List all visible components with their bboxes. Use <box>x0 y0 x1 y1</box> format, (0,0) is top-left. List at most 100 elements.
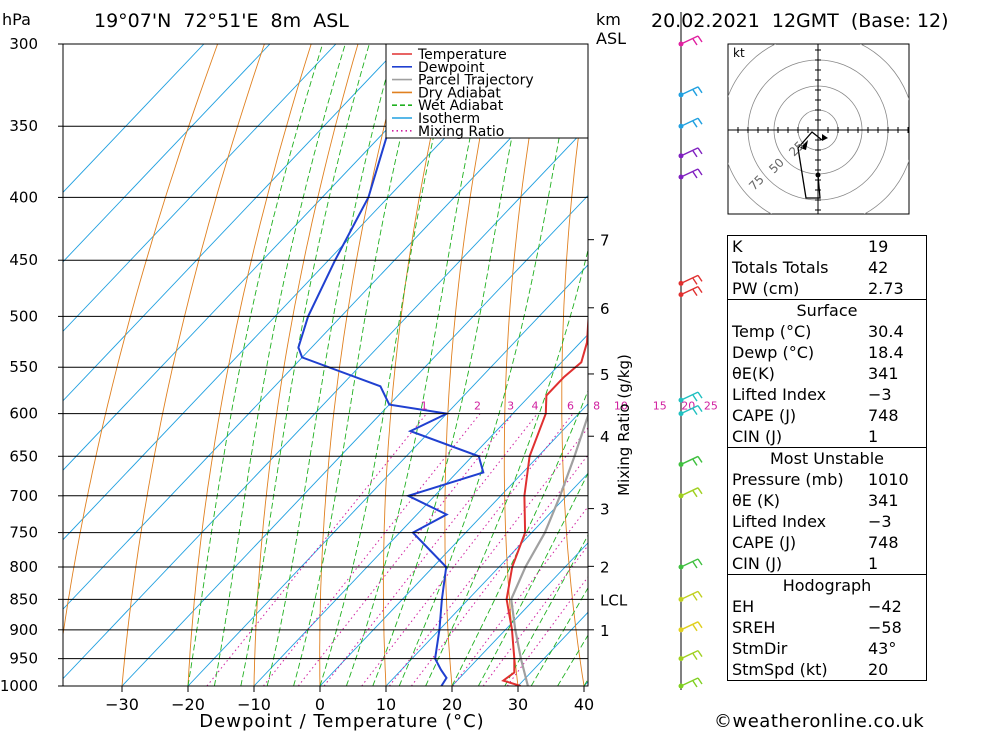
isotherm-line <box>63 44 469 471</box>
wind-barb <box>678 35 703 47</box>
index-row: Dewp (°C) 18.4 <box>728 342 927 363</box>
dry-adiabat-line <box>444 44 499 686</box>
index-value: 2.73 <box>868 279 904 298</box>
index-value: 30.4 <box>868 322 904 341</box>
pressure-tick-label: 950 <box>9 650 38 668</box>
credit-label: ©weatheronline.co.uk <box>714 711 925 732</box>
datetime-label: 20.02.2021 12GMT (Base: 12) <box>651 10 949 32</box>
wet-adiabat-line <box>530 586 588 686</box>
dewpoint-line <box>297 44 485 686</box>
temp-tick-label: 10 <box>376 695 396 714</box>
dry-adiabat-line <box>187 44 312 686</box>
index-row: θE (K) 341 <box>728 490 927 511</box>
isotherm-line <box>63 44 271 263</box>
wind-barb-feather <box>692 593 698 601</box>
index-label: StmDir <box>732 639 788 658</box>
hodograph-inner <box>728 44 909 214</box>
temp-tick-label: −10 <box>237 695 271 714</box>
index-label: CIN (J) <box>732 427 783 446</box>
wind-barb-feather <box>692 171 698 179</box>
wind-barb <box>678 285 703 298</box>
pressure-tick-label: 850 <box>9 590 38 608</box>
wind-barb-staff <box>680 117 699 127</box>
hodograph-trace <box>797 131 823 199</box>
km-tick-label: LCL <box>600 591 628 609</box>
mixing-ratio-tick-label: 6 <box>567 400 574 413</box>
wind-barb <box>678 117 703 129</box>
index-row: CIN (J) 1 <box>728 553 927 575</box>
km-tick-label: 5 <box>600 366 610 384</box>
index-label: Lifted Index <box>732 385 827 404</box>
index-row: Temp (°C) 30.4 <box>728 321 927 342</box>
wind-barb-staff <box>680 168 699 178</box>
wind-barb-feather <box>692 653 698 661</box>
mixing-ratio-axis-title: Mixing Ratio (g/kg) <box>615 354 633 496</box>
dry-adiabat-line <box>63 44 219 638</box>
wind-barb-feather <box>697 590 703 598</box>
wind-barb-staff <box>680 404 699 415</box>
wind-barb-staff <box>680 274 699 285</box>
storm-motion-marker <box>822 134 828 141</box>
temperature-line <box>501 315 588 686</box>
wind-barb <box>678 391 703 403</box>
wet-adiabat-line <box>213 44 346 686</box>
wind-barb-feather <box>692 680 698 688</box>
wet-adiabat-line <box>240 44 370 686</box>
wind-barb <box>678 404 703 417</box>
mixing-ratio-line <box>361 413 574 686</box>
mixing-ratio-tick-label: 1 <box>421 400 428 413</box>
wind-barb-feather <box>692 38 698 46</box>
temp-tick-label: 30 <box>508 695 528 714</box>
isotherm-line <box>121 194 588 686</box>
wind-barb-feather <box>697 650 703 658</box>
temp-tick-label: −30 <box>105 695 139 714</box>
index-value: 20 <box>868 660 889 679</box>
index-value: 42 <box>868 258 889 277</box>
wind-barb-staff <box>680 147 699 157</box>
pressure-tick-label: 450 <box>9 251 38 269</box>
index-row: StmSpd (kt) 20 <box>728 659 927 681</box>
indices-table: K 19 Totals Totals 42 PW (cm) 2.73 Surface Temp… <box>727 235 927 681</box>
wind-barb-staff <box>680 558 699 568</box>
location-label: 19°07'N 72°51'E 8m ASL <box>94 10 349 32</box>
index-row: Totals Totals 42 <box>728 257 927 278</box>
wind-barb <box>678 621 703 633</box>
pressure-tick-label: 350 <box>9 117 38 135</box>
wet-adiabat-line <box>398 44 578 686</box>
index-row: θE(K) 341 <box>728 363 927 384</box>
index-label: StmSpd (kt) <box>732 660 828 679</box>
index-label: CIN (J) <box>732 554 783 573</box>
x-axis-title: Dewpoint / Temperature (°C) <box>199 711 484 732</box>
mixing-ratio-tick-label: 10 <box>614 400 628 413</box>
mixing-ratio-tick-label: 3 <box>507 400 514 413</box>
wind-barb-feather <box>697 168 703 176</box>
wind-barb-feather <box>697 456 703 463</box>
section-title-row: Hodograph <box>727 574 927 596</box>
index-value: 43° <box>868 639 897 658</box>
index-value: 1 <box>868 554 879 573</box>
isotherm-line <box>63 55 588 610</box>
index-row: StmDir 43° <box>728 638 927 659</box>
index-label: θE (K) <box>732 491 780 510</box>
wind-barb <box>678 487 703 499</box>
legend-label: Temperature <box>417 47 507 63</box>
isotherm-line <box>385 472 588 686</box>
wind-barb <box>678 86 703 98</box>
legend-label: Wet Adiabat <box>418 98 504 114</box>
wind-barb-feather <box>692 150 698 158</box>
wind-barb-staff <box>680 487 699 497</box>
km-tick-label: 3 <box>600 501 610 519</box>
wind-barb-feather <box>697 286 703 294</box>
index-label: CAPE (J) <box>732 533 797 552</box>
hodograph-point <box>815 172 821 178</box>
section-title: Hodograph <box>727 574 927 596</box>
mixing-ratio-tick-label: 25 <box>704 400 718 413</box>
isotherm-line <box>187 264 588 686</box>
isotherm-line <box>63 44 403 402</box>
wind-barb <box>678 677 703 689</box>
index-value: −58 <box>868 618 902 637</box>
dry-adiabat-line <box>671 44 716 686</box>
index-label: Lifted Index <box>732 512 827 531</box>
